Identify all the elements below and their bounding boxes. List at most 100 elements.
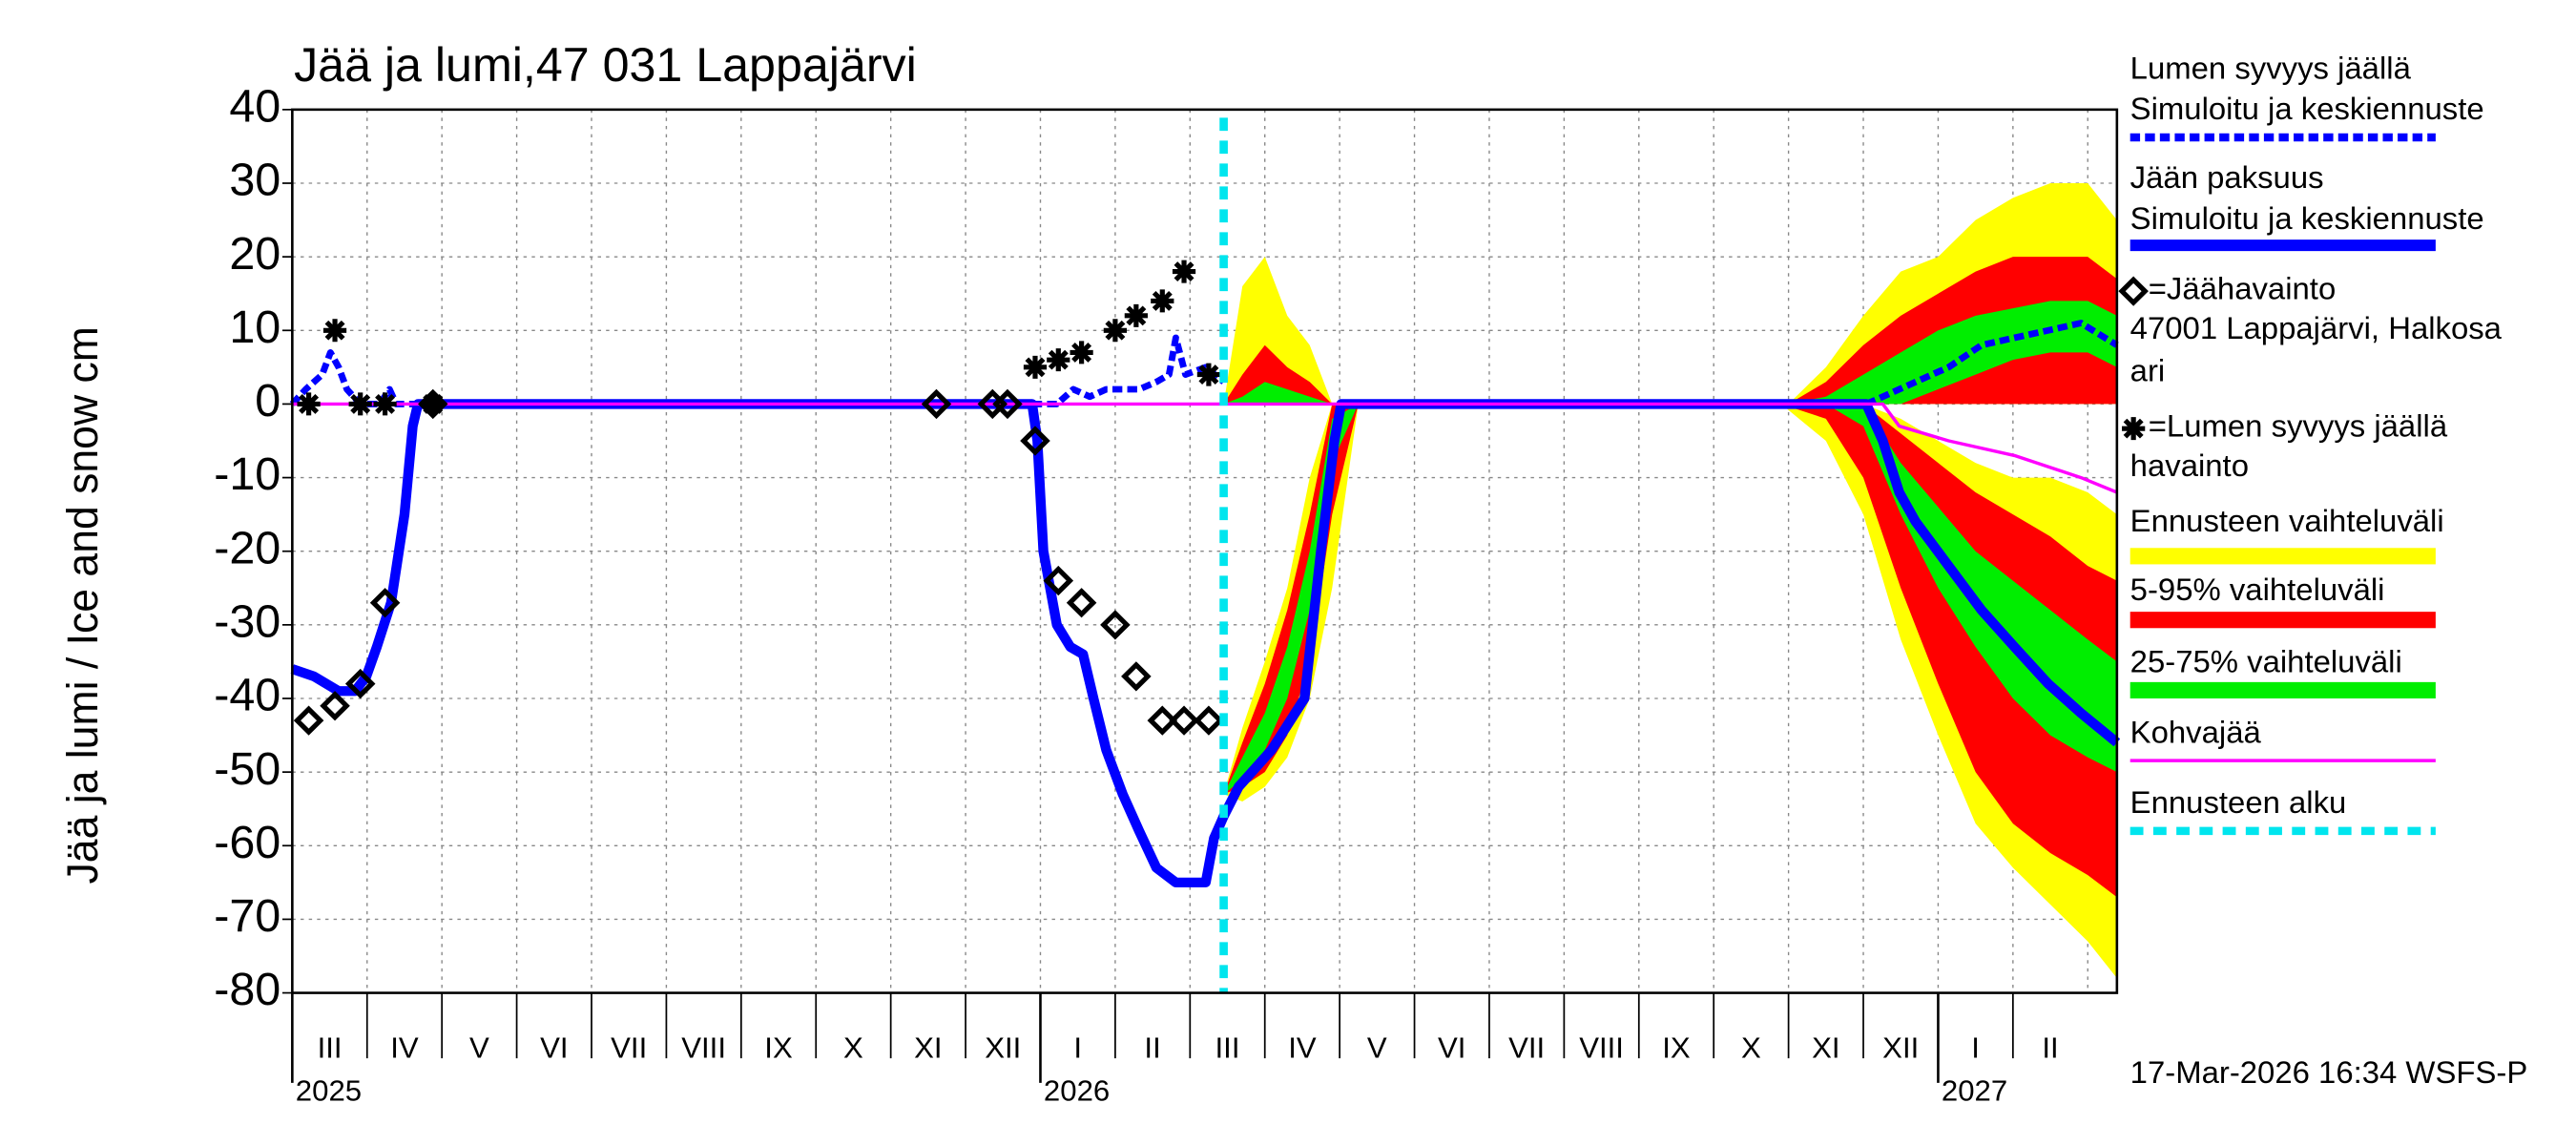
x-tick-label: VIII bbox=[681, 1031, 726, 1065]
chart-title: Jää ja lumi,47 031 Lappajärvi bbox=[294, 38, 917, 92]
legend-label: ari bbox=[2130, 353, 2166, 388]
legend-marker bbox=[2118, 276, 2149, 306]
x-tick-label: IV bbox=[1288, 1031, 1317, 1065]
x-tick-label: V bbox=[1367, 1031, 1387, 1065]
x-tick-label: XII bbox=[985, 1031, 1021, 1065]
diamond-marker bbox=[1169, 705, 1199, 736]
y-axis-label: Jää ja lumi / Ice and snow cm bbox=[59, 326, 107, 884]
forecast-band bbox=[1780, 404, 2117, 773]
y-tick-label: 10 bbox=[229, 302, 280, 353]
asterisk-marker bbox=[1124, 303, 1148, 327]
x-tick-label: VI bbox=[1438, 1031, 1465, 1065]
legend-label: Kohvajää bbox=[2130, 714, 2262, 749]
y-tick-label: 20 bbox=[229, 228, 280, 280]
legend-marker bbox=[2122, 417, 2146, 441]
x-tick-label: II bbox=[2042, 1031, 2058, 1065]
y-tick-label: -70 bbox=[214, 890, 280, 942]
x-tick-label: II bbox=[1144, 1031, 1160, 1065]
diamond-marker bbox=[1100, 610, 1131, 640]
asterisk-marker bbox=[1023, 355, 1048, 379]
legend-label: 25-75% vaihteluväli bbox=[2130, 644, 2402, 679]
asterisk-marker bbox=[297, 392, 321, 416]
plot-frame bbox=[291, 108, 2119, 994]
legend-swatch bbox=[2129, 681, 2436, 698]
y-tick-label: -30 bbox=[214, 596, 280, 648]
y-tick-label: -60 bbox=[214, 817, 280, 868]
year-label: 2027 bbox=[1942, 1073, 2007, 1107]
asterisk-marker bbox=[1151, 289, 1174, 313]
diamond-marker bbox=[344, 668, 376, 699]
legend-label: Ennusteen alku bbox=[2130, 784, 2347, 820]
asterisk-marker bbox=[1103, 319, 1128, 343]
asterisk-marker bbox=[1047, 348, 1070, 372]
x-tick-label: I bbox=[1073, 1031, 1082, 1065]
diamond-marker bbox=[1121, 661, 1152, 692]
legend-label: 5-95% vaihteluväli bbox=[2130, 572, 2385, 607]
legend-label: Lumen syvyys jäällä bbox=[2130, 50, 2412, 85]
series-line bbox=[289, 320, 2119, 407]
x-tick-label: VIII bbox=[1579, 1031, 1624, 1065]
diamond-marker bbox=[1066, 588, 1097, 618]
x-tick-label: V bbox=[469, 1031, 489, 1065]
x-tick-label: IX bbox=[764, 1031, 793, 1065]
x-tick-label: IV bbox=[390, 1031, 419, 1065]
asterisk-marker bbox=[373, 392, 397, 416]
x-tick-label: XI bbox=[1812, 1031, 1839, 1065]
x-tick-label: VII bbox=[611, 1031, 647, 1065]
series-line bbox=[292, 402, 2118, 494]
asterisk-marker bbox=[1196, 363, 1221, 386]
asterisk-marker bbox=[1070, 341, 1093, 364]
x-tick-label: I bbox=[1971, 1031, 1980, 1065]
asterisk-marker bbox=[322, 319, 347, 343]
legend-label: 47001 Lappajärvi, Halkosa bbox=[2130, 310, 2503, 345]
diamond-marker bbox=[1043, 565, 1074, 596]
x-tick-label: IX bbox=[1662, 1031, 1691, 1065]
forecast-band bbox=[1223, 344, 1333, 405]
x-tick-label: X bbox=[1741, 1031, 1761, 1065]
y-tick-label: -20 bbox=[214, 523, 280, 574]
x-tick-label: XI bbox=[914, 1031, 942, 1065]
legend-label: Simuloitu ja keskiennuste bbox=[2130, 200, 2484, 236]
x-tick-label: III bbox=[1215, 1031, 1240, 1065]
y-tick-label: 40 bbox=[229, 81, 280, 133]
x-tick-label: X bbox=[843, 1031, 863, 1065]
diamond-marker bbox=[320, 691, 350, 721]
year-label: 2026 bbox=[1044, 1073, 1110, 1107]
forecast-band bbox=[1788, 301, 2117, 405]
diamond-marker bbox=[992, 388, 1023, 420]
legend-label: Ennusteen vaihteluväli bbox=[2130, 503, 2444, 538]
diamond-marker bbox=[369, 588, 401, 618]
y-tick-label: -10 bbox=[214, 448, 280, 500]
legend-label: Simuloitu ja keskiennuste bbox=[2130, 91, 2484, 126]
legend-swatch bbox=[2129, 548, 2436, 565]
year-label: 2025 bbox=[296, 1073, 362, 1107]
y-tick-label: 0 bbox=[255, 375, 280, 427]
forecast-band bbox=[1223, 382, 1333, 405]
asterisk-marker bbox=[421, 392, 445, 416]
x-tick-label: VII bbox=[1508, 1031, 1545, 1065]
y-tick-label: -40 bbox=[214, 670, 280, 721]
footer: 17-Mar-2026 16:34 WSFS-P bbox=[2130, 1054, 2528, 1090]
y-tick-label: -50 bbox=[214, 743, 280, 795]
diamond-marker bbox=[1020, 426, 1050, 456]
y-tick-label: 30 bbox=[229, 155, 280, 206]
x-tick-label: III bbox=[318, 1031, 343, 1065]
forecast-band bbox=[1780, 404, 2117, 898]
legend-label: =Lumen syvyys jäällä bbox=[2149, 408, 2448, 444]
asterisk-marker bbox=[1172, 260, 1196, 283]
diamond-marker bbox=[1147, 705, 1178, 736]
x-tick-label: VI bbox=[540, 1031, 568, 1065]
diamond-marker bbox=[1194, 705, 1224, 736]
diamond-marker bbox=[293, 705, 324, 736]
x-tick-label: XII bbox=[1882, 1031, 1919, 1065]
legend-label: Jään paksuus bbox=[2130, 159, 2324, 195]
series-line bbox=[290, 399, 2121, 887]
asterisk-marker bbox=[348, 392, 372, 416]
legend-label: =Jäähavainto bbox=[2149, 271, 2336, 306]
y-tick-label: -80 bbox=[214, 964, 280, 1015]
legend-label: havainto bbox=[2130, 448, 2249, 483]
diamond-marker bbox=[921, 388, 952, 420]
legend-swatch bbox=[2129, 612, 2436, 629]
